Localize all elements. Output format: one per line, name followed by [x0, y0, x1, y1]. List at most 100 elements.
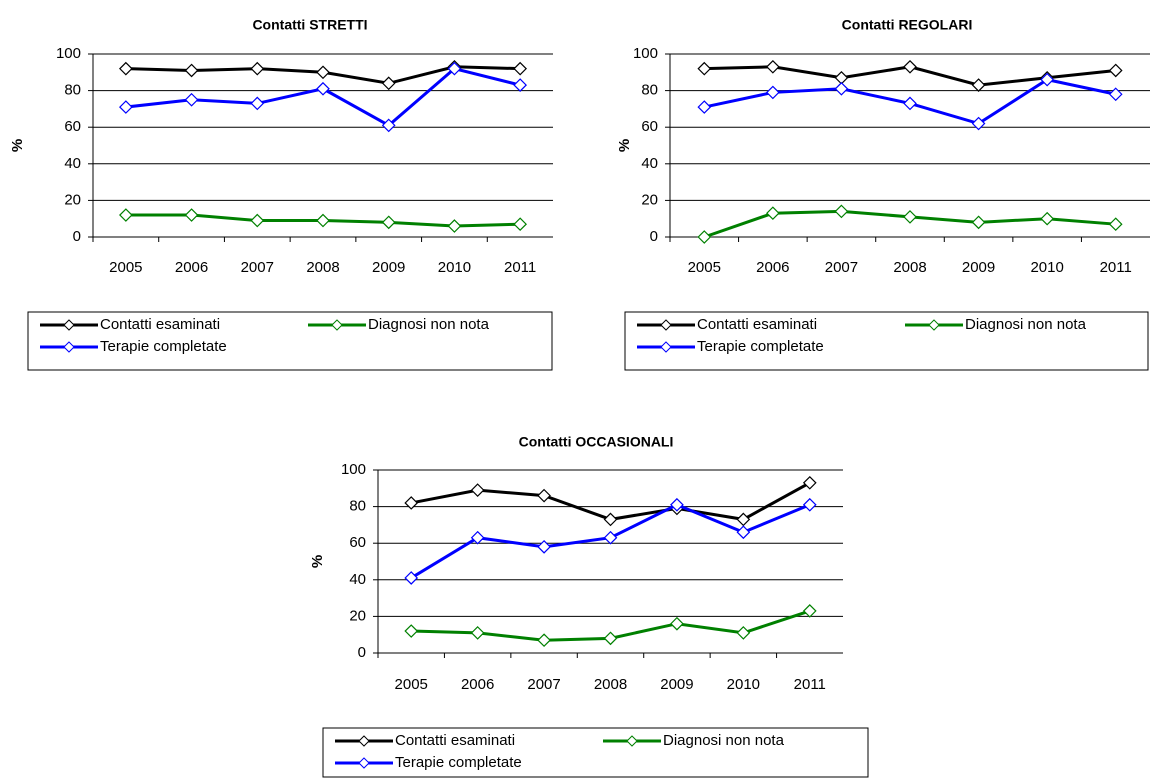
legend-label: Terapie completate: [697, 338, 824, 355]
data-point: [119, 100, 133, 114]
data-point: [903, 210, 917, 224]
y-tick-label: 20: [349, 607, 366, 624]
data-point: [470, 530, 485, 545]
data-point: [537, 633, 551, 648]
data-point: [250, 213, 265, 228]
data-point: [603, 631, 618, 646]
data-point: [766, 85, 780, 100]
legend-marker: [63, 341, 75, 353]
x-tick-label: 2011: [504, 259, 536, 276]
legend-marker: [928, 319, 940, 331]
data-point: [736, 512, 751, 527]
data-point: [670, 616, 684, 631]
data-point: [1108, 217, 1123, 232]
y-tick-label: 20: [64, 191, 81, 208]
data-point: [971, 116, 986, 131]
x-tick-label: 2010: [438, 259, 471, 276]
legend-box: [27, 311, 553, 371]
data-point: [802, 497, 817, 512]
legend-label: Diagnosi non nota: [663, 732, 785, 749]
data-point: [971, 78, 986, 92]
x-tick-label: 2011: [794, 676, 826, 693]
data-point: [1040, 211, 1054, 226]
y-tick-label: 80: [349, 498, 366, 515]
data-point: [697, 230, 712, 244]
y-tick-label: 100: [341, 461, 366, 478]
data-point: [316, 65, 330, 80]
data-point: [184, 63, 199, 78]
data-point: [537, 488, 551, 503]
data-point: [250, 61, 265, 76]
y-tick-label: 0: [650, 228, 658, 245]
data-point: [670, 497, 684, 512]
data-point: [404, 624, 419, 638]
data-point: [404, 496, 419, 510]
x-tick-label: 2007: [527, 676, 560, 693]
legend-marker: [358, 735, 370, 747]
legend-label: Contatti esaminati: [100, 316, 220, 333]
data-point: [802, 604, 817, 618]
data-point: [603, 530, 618, 545]
y-axis-label: %: [9, 139, 26, 152]
x-tick-label: 2008: [306, 259, 339, 276]
x-tick-label: 2010: [1030, 259, 1063, 276]
x-tick-label: 2005: [688, 259, 721, 276]
legend-marker: [358, 757, 370, 769]
x-tick-label: 2006: [756, 259, 789, 276]
x-tick-label: 2009: [372, 259, 405, 276]
x-tick-label: 2008: [594, 676, 627, 693]
data-point: [603, 512, 618, 527]
data-point: [470, 626, 485, 640]
y-tick-label: 100: [633, 45, 658, 62]
data-point: [903, 59, 917, 74]
legend-label: Contatti esaminati: [697, 316, 817, 333]
y-axis-label: %: [616, 139, 633, 152]
legend-marker: [660, 319, 672, 331]
chart-title: Contatti OCCASIONALI: [519, 434, 674, 450]
y-axis-label: %: [309, 555, 326, 568]
data-point: [736, 525, 751, 540]
data-point: [766, 206, 780, 221]
x-tick-label: 2007: [825, 259, 858, 276]
data-point: [736, 626, 751, 640]
data-point: [316, 213, 330, 228]
data-point: [316, 81, 330, 96]
data-point: [250, 96, 265, 111]
y-tick-label: 20: [641, 191, 658, 208]
y-tick-label: 60: [64, 118, 81, 135]
data-point: [184, 92, 199, 107]
data-point: [1108, 63, 1123, 78]
data-point: [513, 217, 527, 232]
data-point: [697, 61, 712, 76]
y-tick-label: 100: [56, 45, 81, 62]
y-tick-label: 0: [73, 228, 81, 245]
data-point: [447, 219, 462, 233]
data-point: [697, 100, 712, 114]
data-point: [119, 61, 133, 76]
data-point: [447, 61, 462, 76]
legend-marker: [626, 735, 638, 747]
legend-marker: [660, 341, 672, 353]
legend-box: [624, 311, 1149, 371]
data-point: [119, 208, 133, 222]
chart-title: Contatti REGOLARI: [842, 17, 973, 33]
y-tick-label: 80: [64, 82, 81, 99]
y-tick-label: 40: [349, 571, 366, 588]
data-point: [470, 483, 485, 497]
data-point: [537, 540, 551, 554]
data-point: [802, 475, 817, 490]
x-tick-label: 2006: [461, 676, 494, 693]
x-tick-label: 2005: [109, 259, 142, 276]
y-tick-label: 80: [641, 82, 658, 99]
data-point: [381, 76, 396, 91]
y-tick-label: 60: [641, 118, 658, 135]
legend-label: Terapie completate: [395, 754, 522, 771]
x-tick-label: 2006: [175, 259, 208, 276]
x-tick-label: 2008: [893, 259, 926, 276]
data-point: [1040, 72, 1054, 87]
x-tick-label: 2010: [727, 676, 760, 693]
data-point: [834, 204, 849, 219]
legend-label: Diagnosi non nota: [368, 316, 490, 333]
data-point: [1108, 87, 1123, 102]
data-point: [513, 61, 527, 76]
